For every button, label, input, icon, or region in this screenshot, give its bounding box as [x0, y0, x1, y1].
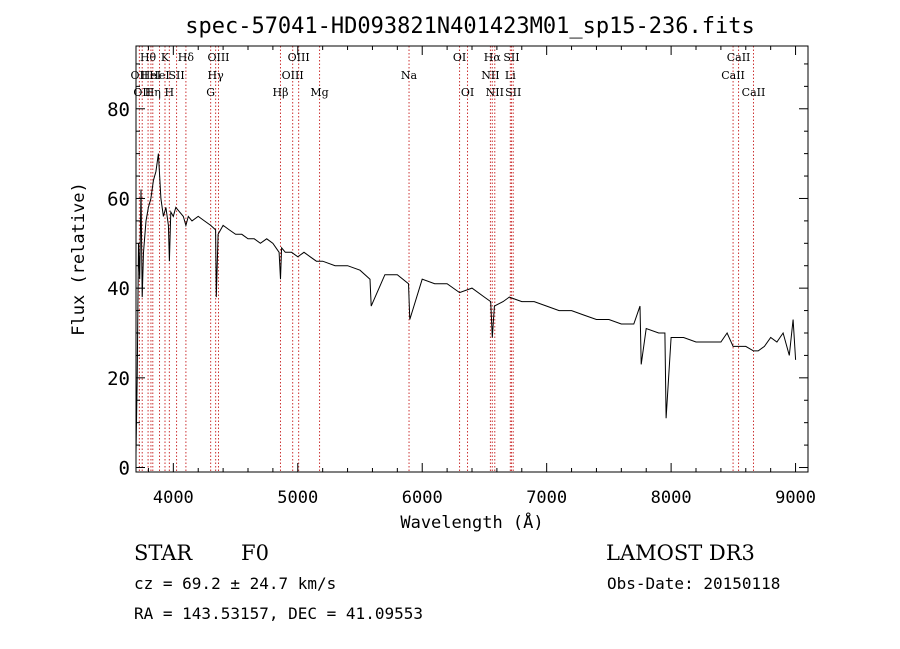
survey-name: LAMOST DR3: [606, 541, 755, 565]
line-label-21: Hα: [484, 51, 502, 64]
line-label-11: Hγ: [208, 69, 225, 82]
y-tick-label-4: 80: [107, 99, 130, 121]
line-label-13: Hβ: [273, 86, 289, 99]
x-axis: 4000 5000 6000 7000 8000 9000: [147, 46, 816, 508]
line-label-14: OIII: [282, 69, 304, 82]
line-label-0: OII: [131, 69, 149, 82]
emission-line-labels: OIIOIIHθHeIHηHeIKHSIIHδGHγOIIIHβOIIIOIII…: [131, 51, 766, 99]
object-subclass: F0: [241, 541, 269, 565]
x-tick-label-5: 9000: [775, 488, 816, 508]
y-axis-label: Flux (relative): [69, 182, 89, 336]
line-label-7: H: [165, 86, 175, 99]
y-tick-label-2: 40: [107, 278, 130, 300]
x-tick-label-1: 5000: [277, 488, 318, 508]
x-tick-label-2: 6000: [402, 488, 443, 508]
x-tick-label-0: 4000: [153, 488, 194, 508]
object-class: STAR: [134, 541, 193, 565]
coordinates: RA = 143.53157, DEC = 41.09553: [134, 604, 423, 623]
y-tick-label-0: 0: [119, 458, 130, 480]
line-label-16: Mg: [310, 86, 328, 99]
line-label-5: HeI: [149, 69, 169, 82]
redshift-readout: cz = 69.2 ± 24.7 km/s: [134, 574, 336, 593]
line-label-1: OII: [133, 86, 151, 99]
line-label-17: Na: [401, 69, 418, 82]
line-label-28: CaII: [742, 86, 766, 99]
line-label-8: SII: [168, 69, 184, 82]
y-tick-label-3: 60: [107, 188, 130, 210]
line-label-26: CaII: [721, 69, 745, 82]
line-label-6: K: [161, 51, 170, 64]
line-label-4: Hη: [145, 86, 161, 99]
line-label-22: NII: [486, 86, 504, 99]
x-tick-label-3: 7000: [526, 488, 567, 508]
line-label-20: NII: [481, 69, 499, 82]
line-label-3: HeI: [141, 69, 161, 82]
emission-line-markers: [138, 46, 754, 472]
chart-title: spec-57041-HD093821N401423M01_sp15-236.f…: [185, 14, 755, 39]
obs-date: Obs-Date: 20150118: [607, 574, 780, 593]
plot-frame: [135, 45, 809, 473]
line-label-10: G: [206, 86, 215, 99]
line-label-9: Hδ: [178, 51, 195, 64]
line-label-2: Hθ: [140, 51, 157, 64]
y-tick-label-1: 20: [107, 368, 130, 390]
line-label-15: OIII: [288, 51, 310, 64]
line-label-27: CaII: [727, 51, 751, 64]
line-label-12: OIII: [207, 51, 229, 64]
y-axis: 0 20 40 60 80: [107, 63, 808, 480]
line-label-19: OI: [461, 86, 474, 99]
line-label-23: Li: [505, 69, 516, 82]
spectrum-line: [135, 153, 797, 455]
line-label-18: OI: [453, 51, 466, 64]
x-tick-label-4: 8000: [651, 488, 692, 508]
line-label-25: SII: [505, 86, 521, 99]
line-label-24: SII: [503, 51, 519, 64]
x-axis-label: Wavelength (Å): [400, 511, 543, 533]
